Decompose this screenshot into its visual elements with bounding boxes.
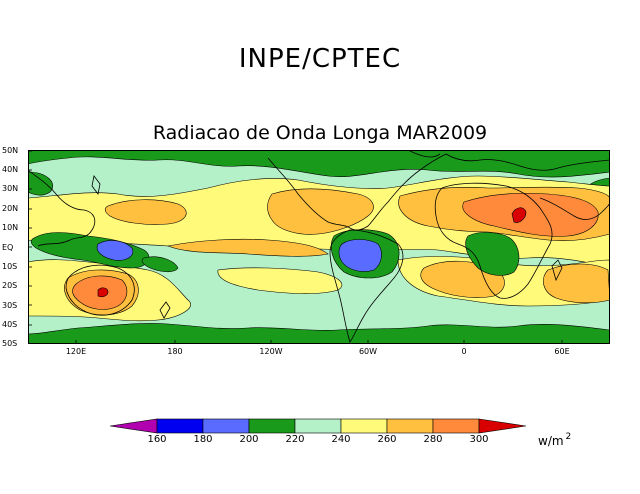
legend-unit-exponent: 2 xyxy=(565,432,572,442)
lat-label-eq: EQ xyxy=(2,243,14,252)
asia-coast xyxy=(28,169,96,247)
olr-map xyxy=(28,150,610,344)
north-green-band xyxy=(28,150,610,178)
arabia-india-coast xyxy=(539,197,610,220)
legend-swatch-240-260 xyxy=(340,418,388,434)
lat-label-50s: 50S xyxy=(2,339,18,348)
legend-tick-260: 260 xyxy=(377,434,397,445)
lat-label-30s: 30S xyxy=(2,301,18,310)
new-zealand-coast xyxy=(159,301,171,319)
north-pacific-orange xyxy=(104,199,187,225)
equatorial-pacific-orange-tongue xyxy=(166,238,329,257)
south-america-coast xyxy=(329,229,404,343)
northwest-green-patch xyxy=(28,171,54,196)
maritime-continent-blue xyxy=(96,240,134,261)
lat-label-30n: 30N xyxy=(2,184,19,193)
lat-label-50n: 50N xyxy=(2,146,19,155)
legend-tick-280: 280 xyxy=(423,434,443,445)
legend-tick-160: 160 xyxy=(147,434,167,445)
legend-swatch-260-280 xyxy=(386,418,434,434)
madagascar-coast xyxy=(551,259,563,282)
legend-swatch-below-160 xyxy=(110,418,158,434)
australia-coast xyxy=(65,264,135,316)
south-green-band xyxy=(28,323,610,344)
lon-label-60e: 60E xyxy=(554,347,570,356)
legend-swatch-220-240 xyxy=(294,418,342,434)
lon-label-0: 0 xyxy=(461,347,467,356)
north-america-coast xyxy=(267,153,447,231)
lon-label-120w: 120W xyxy=(259,347,283,356)
legend-tick-200: 200 xyxy=(239,434,259,445)
indian-ocean-orange xyxy=(543,263,610,304)
legend-unit: w/m 2 xyxy=(538,432,571,448)
color-legend xyxy=(110,418,527,434)
spcz-green xyxy=(141,256,179,273)
sahara-arabia-dark-orange xyxy=(462,192,599,237)
legend-tick-300: 300 xyxy=(469,434,489,445)
central-pacific-orange xyxy=(267,188,374,235)
legend-tick-180: 180 xyxy=(193,434,213,445)
lat-label-20s: 20S xyxy=(2,281,18,290)
legend-swatch-180-200 xyxy=(202,418,250,434)
lat-label-10n: 10N xyxy=(2,223,19,232)
greenland-coast xyxy=(407,150,441,158)
amazon-blue xyxy=(338,239,382,272)
africa-coast xyxy=(434,182,553,299)
map-ticks xyxy=(28,150,563,344)
lat-label-40n: 40N xyxy=(2,165,19,174)
legend-swatch-200-220 xyxy=(248,418,296,434)
legend-tick-220: 220 xyxy=(285,434,305,445)
lon-label-180: 180 xyxy=(167,347,183,356)
europe-coast xyxy=(445,153,610,171)
lon-label-120e: 120E xyxy=(65,347,87,356)
map-title: Radiacao de Onda Longa MAR2009 xyxy=(152,122,488,144)
org-title: INPE/CPTEC xyxy=(238,44,402,74)
lat-label-40s: 40S xyxy=(2,320,18,329)
legend-swatch-160-180 xyxy=(156,418,204,434)
lat-label-20n: 20N xyxy=(2,204,19,213)
japan-coast xyxy=(91,175,101,195)
legend-swatch-280-300 xyxy=(432,418,480,434)
legend-unit-base: w/m xyxy=(538,434,564,448)
legend-swatch-above-300 xyxy=(478,418,527,434)
legend-tick-240: 240 xyxy=(331,434,351,445)
lat-label-10s: 10S xyxy=(2,262,18,271)
arabia-red-max xyxy=(511,207,527,223)
lon-label-60w: 60W xyxy=(358,347,378,356)
australia-red-max xyxy=(97,287,109,298)
congo-green xyxy=(465,232,520,276)
coastlines xyxy=(28,150,610,343)
